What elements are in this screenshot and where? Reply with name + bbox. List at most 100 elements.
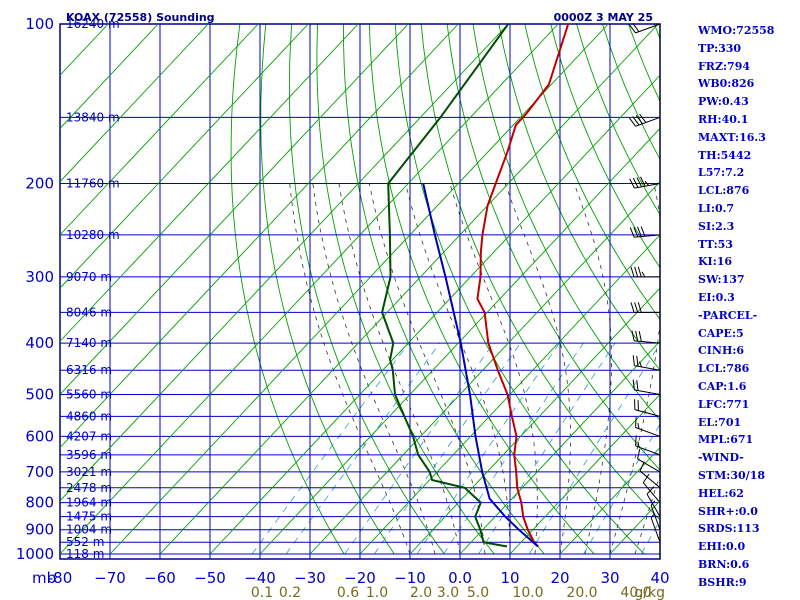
- sounding-index-item: LCL:876: [698, 184, 750, 198]
- dewpoint-line: [381, 24, 510, 548]
- temperature-tick-label: 30: [600, 569, 619, 587]
- wind-barb-flag: [630, 266, 635, 278]
- sounding-index-item: WMO:72558: [698, 24, 775, 37]
- wind-barb-flag: [629, 178, 635, 189]
- height-label: 16240 m: [66, 17, 120, 31]
- sounding-index-item: EHI:0.0: [698, 540, 746, 554]
- wind-barb-flag: [639, 361, 643, 368]
- wind-barb-flag: [632, 177, 639, 188]
- wind-barb: [630, 302, 660, 313]
- wind-barb-flag: [642, 473, 650, 483]
- sounding-index-item: MAXT:16.3: [698, 130, 766, 144]
- pressure-tick-label: 500: [25, 385, 54, 403]
- skewed-isotherm: [60, 24, 409, 396]
- pressure-tick-label: 800: [25, 494, 54, 512]
- wind-barb-staff: [639, 470, 661, 489]
- wind-barb-flag: [635, 435, 637, 446]
- sounding-index-item: FRZ:794: [698, 59, 751, 73]
- sounding-index-item: SW:137: [698, 273, 745, 287]
- height-label: 118 m: [66, 547, 104, 561]
- wind-barb-flag: [639, 461, 645, 472]
- mixing-ratio-label: 10.0: [512, 585, 543, 600]
- sounding-index-item: EL:701: [698, 415, 742, 429]
- parcel-line: [422, 183, 539, 548]
- sounding-index-item: SI:2.3: [698, 219, 735, 233]
- wind-barb-flag: [638, 331, 642, 342]
- height-label: 1964 m: [66, 496, 112, 510]
- height-label: 13840 m: [66, 110, 120, 124]
- wind-barb-staff: [634, 365, 661, 371]
- chart-title: KOAX (72558) Sounding: [66, 11, 215, 24]
- sounding-index-item: CAP:1.6: [698, 379, 747, 393]
- temperature-tick-label: −70: [94, 569, 126, 587]
- wind-barb-flag: [646, 486, 655, 495]
- skewed-isotherm: [459, 340, 660, 555]
- height-label: 3021 m: [66, 465, 112, 479]
- sounding-index-item: CINH:6: [698, 344, 745, 358]
- mixing-ratio-label: 0.6: [337, 585, 359, 600]
- sounding-index-item: HEL:62: [698, 486, 744, 500]
- temperature-tick-label: −30: [294, 569, 326, 587]
- skewed-isotherm: [60, 24, 559, 555]
- pressure-tick-label: 1000: [16, 545, 54, 563]
- wind-barb-staff: [635, 445, 661, 456]
- sounding-index-item: -PARCEL-: [698, 308, 758, 322]
- height-label: 6316 m: [66, 363, 112, 377]
- wind-barb-flag: [636, 380, 639, 391]
- mixing-ratio-label: 2.0: [410, 585, 432, 600]
- mixing-ratio-label: 3.0: [437, 585, 459, 600]
- wind-barb-flag: [635, 417, 637, 428]
- sounding-index-item: LFC:771: [698, 397, 750, 411]
- temperature-tick-label: -80: [48, 569, 73, 587]
- mixing-ratio-label: 20.0: [566, 585, 597, 600]
- temperature-tick-label: 10: [500, 569, 519, 587]
- height-label: 1475 m: [66, 510, 112, 524]
- sounding-index-item: -WIND-: [698, 451, 744, 465]
- wind-barb: [630, 266, 660, 278]
- wind-barb-staff: [650, 505, 661, 530]
- height-label: 3596 m: [66, 448, 112, 462]
- wind-barb-flag: [640, 176, 646, 187]
- pressure-tick-label: 700: [25, 463, 54, 481]
- skewed-isotherm: [60, 24, 459, 449]
- pressure-tick-label: 600: [25, 427, 54, 445]
- axis-labels: 100 200 300 400 500 600 700 800 900 1000 -80 −70 −60…: [16, 15, 670, 600]
- temperature-tick-label: 0.0: [448, 569, 472, 587]
- sounding-index-item: SRDS:113: [698, 522, 760, 536]
- wind-barb-flag: [637, 266, 642, 278]
- height-label: 4860 m: [66, 409, 112, 423]
- wind-barb-flag: [628, 24, 636, 34]
- wind-barb-staff: [646, 493, 661, 517]
- wind-barb-flag: [641, 271, 646, 278]
- temperature-tick-label: 20: [550, 569, 569, 587]
- skewed-isotherm: [60, 24, 209, 183]
- wind-barb-flag: [631, 330, 635, 341]
- wind-barb-flag: [630, 302, 635, 313]
- mixing-ratio-unit-label: g/kg: [634, 585, 665, 600]
- wind-barb-staff: [650, 517, 661, 543]
- height-label: 2478 m: [66, 481, 112, 495]
- wind-barb: [650, 512, 661, 543]
- sounding-index-item: RH:40.1: [698, 112, 749, 126]
- wind-barb-staff: [635, 427, 661, 437]
- valid-time: 0000Z 3 MAY 25: [554, 11, 653, 24]
- pressure-tick-label: 900: [25, 521, 54, 539]
- skewed-isotherm: [259, 127, 660, 555]
- skewed-isotherm: [359, 234, 660, 555]
- wind-barb-flag: [635, 115, 643, 125]
- temperature-tick-label: −50: [194, 569, 226, 587]
- pressure-tick-label: 200: [25, 175, 54, 193]
- skewed-isotherm: [60, 24, 259, 236]
- temperature-tick-label: 40: [650, 569, 669, 587]
- wind-barb-flag: [633, 226, 639, 238]
- height-label: 5560 m: [66, 387, 112, 401]
- height-label: 8046 m: [66, 305, 112, 319]
- wind-barb-flag: [637, 422, 640, 429]
- height-label: 4207 m: [66, 429, 112, 443]
- height-label: 11760 m: [66, 177, 120, 191]
- wind-barb-staff: [634, 340, 661, 344]
- sounding-index-item: SHR+:0.0: [698, 504, 758, 518]
- wind-barb: [642, 473, 661, 503]
- wind-barb-flag: [637, 226, 642, 237]
- wind-barb-flag: [632, 22, 640, 32]
